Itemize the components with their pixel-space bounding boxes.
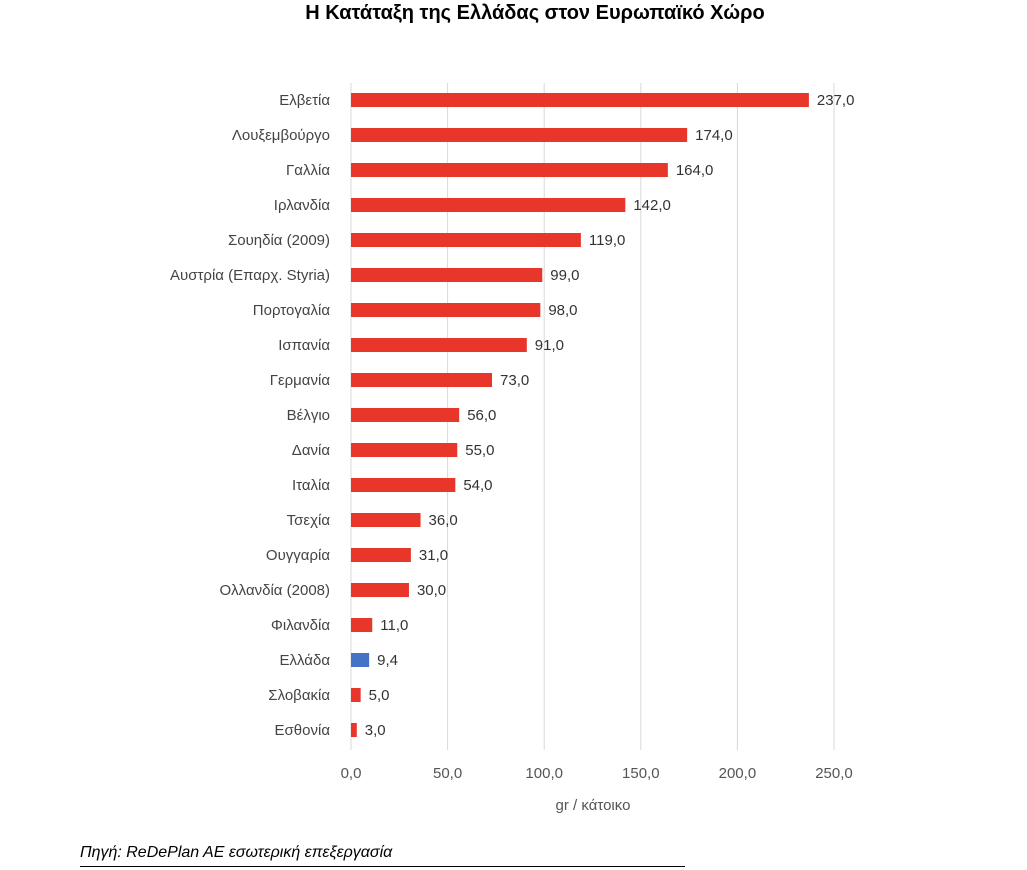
bar-value-label: 73,0 (500, 372, 529, 389)
bar-value-label: 9,4 (377, 652, 398, 669)
bar-value-label: 119,0 (589, 232, 625, 249)
category-labels: Ελβετία Λουξεμβούργο Γαλλία Ιρλανδία Σουηδία… (170, 92, 330, 739)
category-label: Λουξεμβούργο (232, 127, 330, 144)
category-label: Τσεχία (287, 512, 331, 529)
category-label: Ελβετία (279, 92, 330, 109)
bar (351, 373, 493, 387)
bar (351, 338, 527, 352)
bar-value-label: 237,0 (817, 92, 855, 109)
bar (351, 478, 456, 492)
bar (351, 303, 541, 317)
category-label: Πορτογαλία (253, 302, 331, 319)
category-label: Ιρλανδία (274, 197, 331, 214)
bar (351, 513, 421, 527)
category-label: Εσθονία (275, 722, 331, 739)
bar-value-label: 56,0 (467, 407, 496, 424)
bar-value-label: 11,0 (380, 617, 408, 634)
bar (351, 723, 357, 737)
x-axis-ticks: 0,0 50,0 100,0 150,0 200,0 250,0 (341, 765, 853, 782)
bar-value-label: 98,0 (548, 302, 577, 319)
category-label: Βέλγιο (287, 407, 330, 424)
bar (351, 688, 361, 702)
bar (351, 198, 626, 212)
category-label: Ισπανία (278, 337, 330, 354)
category-label: Σουηδία (2009) (228, 232, 330, 249)
bar-value-label: 31,0 (419, 547, 448, 564)
category-label: Φιλανδία (271, 617, 330, 634)
bar-value-label: 3,0 (365, 722, 386, 739)
bar (351, 548, 411, 562)
bar-value-label: 30,0 (417, 582, 446, 599)
category-label: Ιταλία (292, 477, 330, 494)
bar (351, 653, 370, 667)
bar (351, 163, 668, 177)
x-tick-label: 200,0 (719, 765, 757, 782)
bar (351, 583, 409, 597)
chart-title: Η Κατάταξη της Ελλάδας στον Ευρωπαϊκό Χώ… (305, 2, 765, 24)
bar-value-label: 164,0 (676, 162, 714, 179)
category-label: Γαλλία (286, 162, 330, 179)
bar (351, 443, 458, 457)
source-note: Πηγή: ReDePlan AE εσωτερική επεξεργασία (80, 844, 393, 861)
category-label: Ουγγαρία (266, 547, 330, 564)
value-labels: 237,0 174,0 164,0 142,0 119,0 99,0 98,0 91,0 73,… (365, 92, 855, 739)
x-axis-label: gr / κάτοικο (556, 797, 631, 814)
bar (351, 408, 460, 422)
bar-value-label: 54,0 (463, 477, 492, 494)
x-tick-label: 50,0 (433, 765, 462, 782)
bar (351, 618, 373, 632)
category-label: Αυστρία (Επαρχ. Styria) (170, 267, 330, 284)
bar (351, 93, 809, 107)
source-underline (80, 866, 685, 867)
x-tick-label: 150,0 (622, 765, 660, 782)
bar (351, 128, 688, 142)
bar-value-label: 174,0 (695, 127, 733, 144)
bar-value-label: 55,0 (465, 442, 494, 459)
bar (351, 233, 581, 247)
bar-value-label: 99,0 (550, 267, 579, 284)
category-label: Δανία (292, 442, 331, 459)
bar-value-label: 5,0 (369, 687, 390, 704)
category-label: Γερμανία (270, 372, 331, 389)
bar-value-label: 36,0 (429, 512, 458, 529)
bar-value-label: 142,0 (633, 197, 671, 214)
category-label: Ελλάδα (280, 652, 331, 669)
bar (351, 268, 543, 282)
category-label: Σλοβακία (268, 687, 330, 704)
x-tick-label: 100,0 (525, 765, 563, 782)
bar-value-label: 91,0 (535, 337, 564, 354)
x-tick-label: 0,0 (341, 765, 362, 782)
category-label: Ολλανδία (2008) (220, 582, 331, 599)
bars (351, 93, 809, 737)
x-tick-label: 250,0 (815, 765, 853, 782)
